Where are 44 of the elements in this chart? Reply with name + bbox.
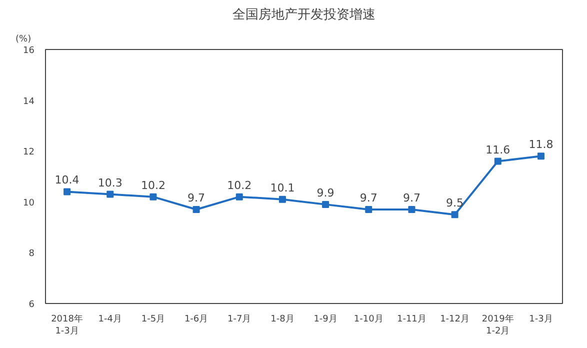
- x-tick-label: 1-8月: [270, 314, 294, 324]
- point: [64, 188, 71, 196]
- chart-title: 全国房地产开发投资增速: [232, 6, 376, 22]
- data-label: 9.7: [188, 192, 206, 205]
- data-label: 9.9: [316, 186, 334, 200]
- x-tick-label: 1-6月: [184, 314, 208, 324]
- y-tick-label: 14: [23, 96, 35, 107]
- x-tick-label: 2018年 1-3月: [51, 314, 83, 336]
- point: [236, 193, 243, 200]
- x-tick-label: 1-9月: [314, 314, 338, 324]
- point: [278, 196, 286, 203]
- y-tick-label: 10: [23, 198, 35, 208]
- point: [106, 190, 114, 198]
- x-tick-label: 1-7月: [228, 314, 252, 324]
- y-tick-label: 6: [28, 300, 35, 310]
- point: [192, 206, 200, 214]
- data-label: 11.8: [528, 138, 554, 152]
- data-label: 10.2: [140, 178, 166, 192]
- point: [537, 152, 544, 160]
- point: [150, 193, 157, 200]
- x-tick-label: 1-10月: [354, 314, 384, 324]
- x-tick-label: 1-3月: [529, 314, 553, 324]
- y-axis-title: (%): [16, 34, 32, 44]
- x-tick-label: 1-4月: [98, 314, 122, 324]
- point: [365, 206, 372, 214]
- x-tick-label: 1-11月: [396, 314, 426, 324]
- data-label: 9.5: [446, 196, 464, 210]
- y-tick-label: 16: [23, 46, 35, 56]
- data-label: 11.6: [486, 143, 510, 156]
- point: [494, 158, 502, 165]
- y-tick-label: 12: [23, 148, 34, 158]
- data-label: 10.4: [54, 174, 80, 187]
- x-tick-label: 2019年 1-2月: [482, 314, 514, 336]
- point: [451, 211, 458, 218]
- point: [322, 200, 330, 208]
- x-tick-label: 1-12月: [440, 314, 470, 324]
- point: [408, 206, 416, 214]
- data-label: 10.3: [98, 176, 122, 190]
- x-tick-label: 1-5月: [141, 314, 166, 324]
- data-label: 10.1: [270, 181, 295, 194]
- y-tick-label: 8: [28, 249, 35, 260]
- data-label: 10.2: [227, 178, 252, 192]
- data-label: 9.7: [402, 192, 420, 205]
- data-label: 9.7: [360, 192, 378, 205]
